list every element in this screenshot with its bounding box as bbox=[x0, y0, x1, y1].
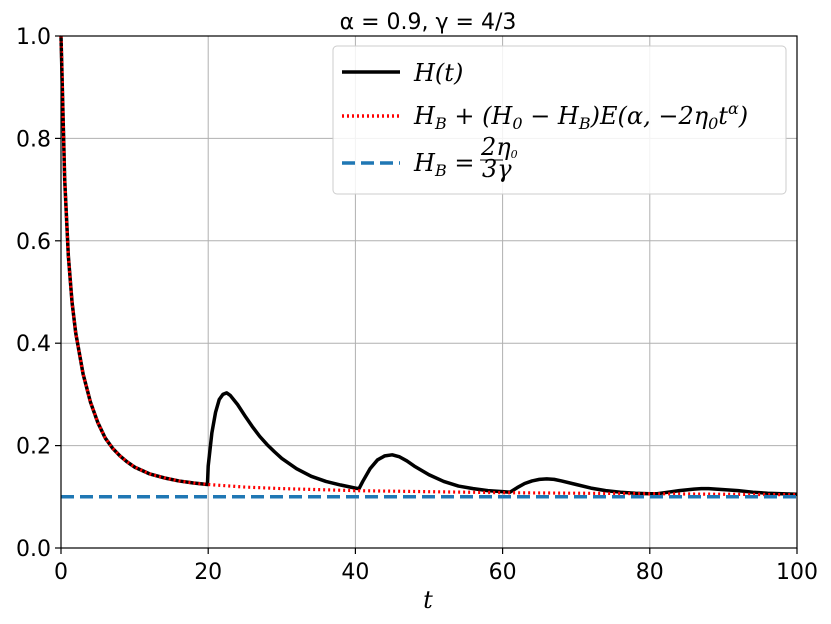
x-tick-label: 100 bbox=[776, 560, 818, 585]
x-tick-label: 80 bbox=[636, 560, 664, 585]
x-tick-label: 20 bbox=[194, 560, 222, 585]
legend-label-fit: HB + (H0 − HB)E(α, −2η0tα) bbox=[413, 99, 748, 133]
chart-title: α = 0.9, γ = 4/3 bbox=[340, 10, 517, 35]
y-tick-label: 0.8 bbox=[16, 127, 51, 152]
x-tick-label: 40 bbox=[341, 560, 369, 585]
x-axis-label: t bbox=[423, 586, 433, 614]
x-tick-label: 0 bbox=[54, 560, 68, 585]
legend-hb-fraction-den: 3γ bbox=[482, 155, 512, 183]
legend-box bbox=[332, 45, 787, 195]
legend: H(t) HB + (H0 − HB)E(α, −2η0tα) HB = 2η0… bbox=[332, 45, 787, 195]
y-tick-label: 0.6 bbox=[16, 230, 51, 255]
legend-label-hb: HB = bbox=[413, 149, 474, 180]
x-tick-label: 60 bbox=[489, 560, 517, 585]
ticks-group: 0 20 40 60 80 100 0.0 0.2 0.4 0.6 0.8 1.0 bbox=[16, 25, 818, 585]
y-tick-label: 1.0 bbox=[16, 25, 51, 50]
legend-label-h: H(t) bbox=[413, 59, 463, 87]
legend-h-part: H(t) bbox=[413, 59, 463, 87]
y-tick-label: 0.4 bbox=[16, 332, 51, 357]
plot-frame bbox=[60, 35, 798, 549]
series-group bbox=[59, 35, 798, 499]
y-tick-label: 0.0 bbox=[16, 537, 51, 562]
y-tick-label: 0.2 bbox=[16, 435, 51, 460]
